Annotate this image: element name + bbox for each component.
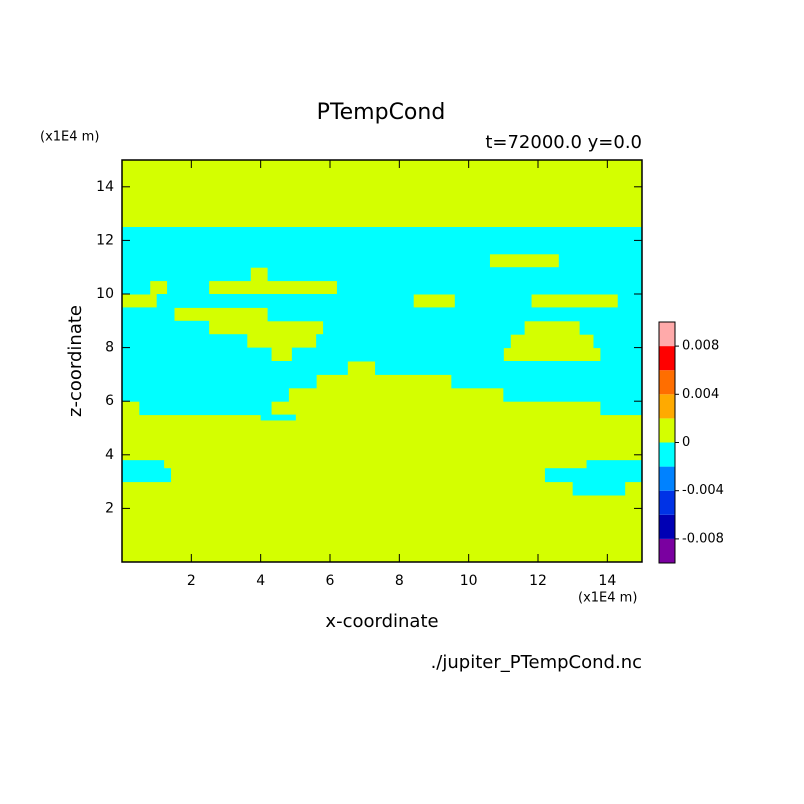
x-axis-label: x-coordinate [325,611,438,632]
contour-cell [267,307,643,322]
y-tick-label: 8 [105,340,114,356]
x-tick-label: 2 [187,573,196,589]
colorbar-bin [659,490,675,515]
colorbar-bin [659,442,675,467]
contour-cell [122,307,175,322]
contour-cell [451,374,643,389]
y-tick-label: 14 [96,179,114,195]
y-tick-label: 4 [105,447,114,463]
contour-cell [558,253,643,268]
colorbar-bin [659,418,675,443]
contour-cell [586,460,643,469]
contour-cell [336,280,643,295]
plot-frame [121,159,643,563]
contour-cell [260,414,296,421]
contour-cell [122,468,172,483]
contour-cell [600,347,643,362]
contour-cell [375,361,643,375]
colorbar-bin [659,346,675,371]
contour-cell [156,294,414,308]
y-tick-label: 10 [96,286,114,302]
contour-cell [122,253,490,268]
x-tick-label: 14 [598,573,616,589]
contour-cell [122,240,643,255]
x-tick-label: 10 [460,573,478,589]
x-tick-label: 12 [529,573,547,589]
contour-cell [122,387,289,402]
contour-cell [267,267,643,282]
contour-cell [122,347,272,362]
colorbar-tick-label: -0.004 [682,483,724,498]
contour-cell [122,361,348,375]
contour-cell [122,374,317,389]
x-unit: (x1E4 m) [578,591,637,606]
contour-cell [122,227,643,241]
y-tick-label: 6 [105,393,114,409]
colorbar-bin [659,514,675,539]
contour-cell [572,481,626,496]
contour-cell [122,280,151,295]
colorbar-bin [659,370,675,395]
contour-cell [593,334,643,349]
contour-cell [291,347,504,362]
contour-cell [316,334,511,349]
colorbar-tick-label: 0.008 [682,339,719,354]
colorbar-bin [659,322,675,347]
colorbar-bin [659,538,675,563]
contour-cell [454,294,532,308]
contour-cell [323,320,525,335]
contour-cell [503,387,643,402]
colorbar-tick-label: 0 [682,435,690,450]
contour-cell [579,320,643,335]
contour-cell [122,460,165,469]
colorbar-tick-label: 0.004 [682,387,719,402]
contour-cell [122,334,248,349]
y-tick-label: 2 [105,500,114,516]
chart-subtitle: t=72000.0 y=0.0 [485,132,642,153]
colorbar-bin [659,394,675,419]
contour-cell [167,280,210,295]
y-axis-label: z-coordinate [65,305,86,417]
colorbar-bin [659,466,675,491]
y-unit: (x1E4 m) [40,130,99,145]
contour-cell [122,267,251,282]
contour-cell [139,401,272,416]
x-tick-label: 4 [256,573,265,589]
colorbar-tick-label: -0.008 [682,531,724,546]
contour-cell [617,294,643,308]
contour-cell [600,401,643,416]
chart-title: PTempCond [317,100,446,125]
contour-cell [122,320,210,335]
x-tick-label: 8 [395,573,404,589]
source-label: ./jupiter_PTempCond.nc [431,652,642,673]
y-tick-label: 12 [96,232,114,248]
contour-cell [544,468,643,483]
x-tick-label: 6 [326,573,335,589]
